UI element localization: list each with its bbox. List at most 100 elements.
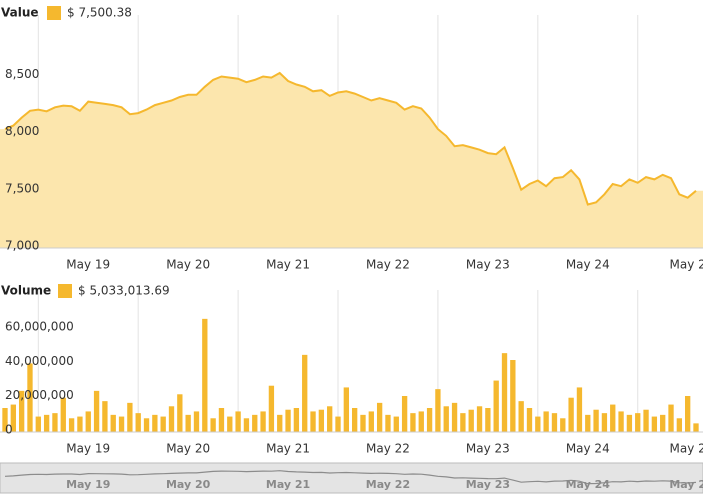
volume-bar — [668, 404, 674, 432]
y-tick-label: 8,500 — [5, 67, 39, 81]
x-tick-label: May 22 — [366, 258, 410, 272]
volume-bar — [343, 387, 350, 432]
volume-bar — [168, 406, 175, 432]
volume-bar — [518, 401, 524, 432]
volume-bar — [252, 414, 258, 432]
volume-bar — [493, 380, 499, 432]
x-tick-label: May 22 — [366, 442, 410, 456]
x-tick-label: May 21 — [266, 258, 310, 272]
x-tick-label: May 19 — [66, 442, 110, 456]
volume-bar — [118, 416, 125, 432]
legend-title: Value — [1, 6, 39, 20]
volume-bar — [535, 416, 541, 432]
volume-bar — [626, 414, 633, 432]
navigator-label: May 20 — [166, 478, 211, 491]
x-tick-label: May 24 — [566, 442, 610, 456]
volume-bar — [218, 408, 225, 432]
volume-bar — [127, 402, 133, 432]
volume-bar — [318, 409, 325, 432]
volume-bar — [110, 414, 116, 432]
volume-bar — [335, 416, 341, 432]
volume-bar — [268, 385, 275, 432]
navigator-bg — [0, 462, 703, 494]
legend-swatch — [58, 284, 72, 298]
volume-bar — [601, 413, 608, 432]
volume-bar — [368, 411, 374, 432]
x-tick-label: May 21 — [266, 442, 310, 456]
volume-bar — [468, 409, 474, 432]
legend-title: Volume — [1, 284, 51, 298]
legend-swatch — [47, 6, 61, 20]
volume-bar — [510, 360, 516, 432]
volume-bar — [618, 411, 624, 432]
legend-value: $ 7,500.38 — [67, 6, 132, 20]
volume-bar — [18, 390, 25, 432]
volume-bar — [543, 411, 549, 432]
volume-bar — [501, 353, 508, 432]
area-fill — [0, 73, 703, 248]
navigator-label: May 21 — [266, 478, 310, 491]
volume-bar — [310, 411, 316, 432]
navigator-label: May 2 — [669, 478, 703, 491]
x-tick-label: May 19 — [66, 258, 110, 272]
volume-bar — [302, 354, 308, 432]
y-tick-label: 7,000 — [5, 239, 39, 253]
volume-bar — [85, 411, 91, 432]
volume-bar — [93, 390, 100, 432]
volume-bar — [426, 408, 433, 432]
navigator-line — [4, 470, 697, 485]
volume-bar — [10, 404, 16, 432]
volume-bar — [43, 414, 50, 432]
volume-bar — [643, 409, 649, 432]
volume-bar — [385, 414, 391, 432]
volume-bar — [102, 401, 108, 432]
x-tick-label: May 23 — [466, 258, 510, 272]
volume-bar — [193, 411, 200, 432]
volume-bar — [435, 389, 441, 432]
navigator-label: May 24 — [566, 478, 611, 491]
volume-bar — [68, 418, 75, 432]
volume-bar — [285, 409, 291, 432]
volume-bar — [401, 396, 408, 432]
volume-bar — [410, 413, 416, 432]
volume-bar — [293, 408, 300, 432]
volume-bar — [593, 409, 599, 432]
volume-bar — [235, 411, 241, 432]
volume-bar — [443, 406, 449, 432]
legend-value: $ 5,033,013.69 — [78, 284, 170, 298]
volume-bar — [551, 413, 558, 432]
volume-bar — [635, 413, 641, 432]
volume-bar — [35, 416, 41, 432]
volume-bar — [360, 414, 366, 432]
volume-bar — [185, 414, 191, 432]
volume-bar — [485, 408, 491, 432]
y-tick-label: 60,000,000 — [5, 320, 74, 334]
volume-bar — [451, 402, 458, 432]
volume-bar — [568, 397, 574, 432]
volume-bar — [676, 418, 683, 432]
volume-bar — [177, 394, 183, 432]
volume-bar — [77, 416, 83, 432]
y-tick-label: 8,000 — [5, 124, 39, 138]
navigator-label: May 22 — [366, 478, 410, 491]
volume-bar — [2, 408, 8, 432]
volume-bar — [585, 414, 591, 432]
x-tick-label: May 20 — [166, 258, 210, 272]
volume-bar — [152, 414, 158, 432]
volume-bar — [351, 408, 358, 432]
volume-bar — [135, 413, 141, 432]
volume-bar — [227, 416, 233, 432]
volume-bar — [393, 416, 399, 432]
volume-bar — [418, 411, 424, 432]
volume-bar — [143, 418, 150, 432]
volume-bar — [260, 411, 266, 432]
volume-bar — [660, 414, 666, 432]
y-tick-label: 40,000,000 — [5, 354, 74, 368]
volume-bar — [526, 408, 533, 432]
navigator-label: May 19 — [66, 478, 110, 491]
x-tick-label: May 20 — [166, 442, 210, 456]
volume-bar — [277, 414, 283, 432]
x-tick-label: May 2 — [670, 258, 703, 272]
volume-bar — [52, 413, 58, 432]
